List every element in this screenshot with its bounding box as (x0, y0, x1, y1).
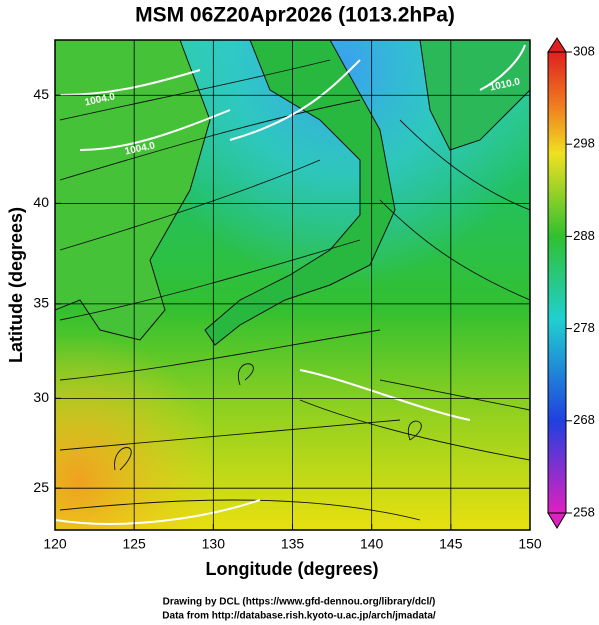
x-axis-label: Longitude (degrees) (205, 559, 378, 579)
land-japan (204, 40, 396, 346)
colorbar-bottom-arrow (547, 512, 567, 529)
colorbar-tick-label: 258 (573, 504, 595, 519)
isobars (55, 44, 526, 525)
x-tick-label: 125 (122, 536, 146, 552)
colorbar-tick-label: 308 (573, 43, 595, 58)
y-tick-label: 30 (33, 389, 49, 405)
x-tick-label: 150 (518, 536, 542, 552)
footer-line: Drawing by DCL (https://www.gfd-dennou.o… (163, 597, 436, 608)
y-axis-label: Latitude (degrees) (6, 207, 26, 363)
colorbar-tick-label: 298 (573, 136, 595, 151)
colorbar-top-arrow (547, 37, 567, 53)
colorbar-tick-label: 288 (573, 228, 595, 243)
land-continent (55, 40, 211, 341)
x-tick-label: 145 (439, 536, 463, 552)
x-tick-label: 130 (202, 536, 226, 552)
colorbar-tick-label: 268 (573, 412, 595, 427)
title: MSM 06Z20Apr2026 (1013.2hPa) (135, 4, 455, 27)
streamlines (59, 59, 530, 521)
x-tick-label: 135 (281, 536, 305, 552)
y-tick-label: 40 (33, 194, 49, 210)
footer-line: Data from http://database.rish.kyoto-u.a… (162, 611, 436, 622)
y-tick-label: 25 (33, 479, 49, 495)
colorbar (547, 51, 567, 514)
y-tick-label: 45 (33, 86, 49, 102)
x-tick-label: 120 (43, 536, 67, 552)
x-tick-label: 140 (360, 536, 384, 552)
y-tick-label: 35 (33, 295, 49, 311)
colorbar-tick-label: 278 (573, 320, 595, 335)
